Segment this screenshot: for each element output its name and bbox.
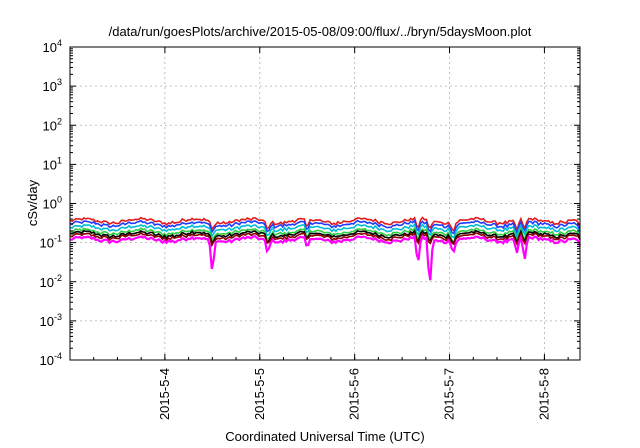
series-line	[69, 218, 581, 236]
series-line	[69, 216, 581, 234]
series-line	[69, 231, 581, 248]
y-axis-label: cSv/day	[25, 179, 40, 226]
y-tick-label: 103	[43, 77, 62, 94]
x-tick-label: 2015-5-5	[252, 368, 267, 420]
chart-title: /data/run/goesPlots/archive/2015-05-08/0…	[109, 24, 532, 39]
series-line	[69, 222, 581, 240]
y-tick-label: 10-1	[40, 234, 62, 251]
y-tick-label: 10-4	[40, 351, 62, 368]
y-tick-label: 102	[43, 116, 62, 133]
x-tick-label: 2015-5-6	[347, 368, 362, 420]
series-line	[69, 226, 581, 244]
grid	[70, 47, 580, 360]
x-tick-label: 2015-5-7	[442, 368, 457, 420]
y-tick-label: 10-2	[40, 273, 62, 290]
y-tick-label: 10-3	[40, 312, 62, 329]
series-group	[69, 216, 582, 281]
y-tick-label: 100	[43, 195, 62, 212]
y-tick-label: 104	[43, 38, 62, 55]
x-tick-label: 2015-5-4	[157, 368, 172, 420]
series-line	[69, 229, 581, 246]
axis-ticks: 10-4 10-3 10-2 10-1 100 101 102 103 104 2015-5-4 2…	[40, 38, 580, 420]
series-line	[69, 233, 582, 281]
x-axis-label: Coordinated Universal Time (UTC)	[225, 429, 424, 444]
x-tick-label: 2015-5-8	[536, 368, 551, 420]
y-tick-label: 101	[43, 155, 62, 172]
